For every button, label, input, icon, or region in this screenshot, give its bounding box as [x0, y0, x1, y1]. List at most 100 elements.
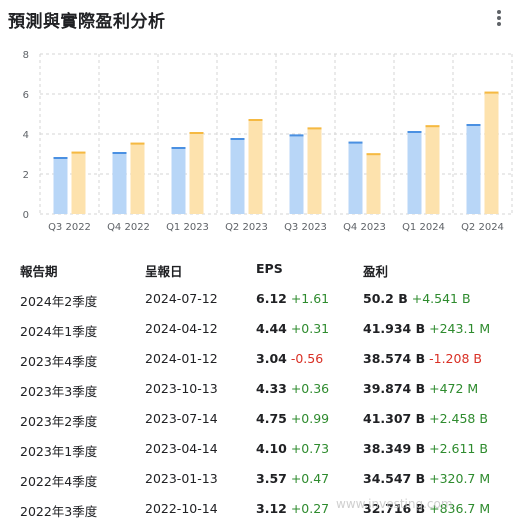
earnings-change: +2.458 B [429, 411, 488, 426]
eps-value: 4.75 [256, 411, 287, 426]
x-tick-label: Q2 2023 [225, 222, 268, 233]
x-tick-label: Q4 2022 [107, 222, 150, 233]
bar-series-1[interactable] [53, 157, 68, 214]
more-options-icon[interactable] [492, 8, 506, 30]
bar-series-1-cap [289, 134, 304, 137]
earnings-value: 32.716 B [363, 501, 426, 516]
earnings-change: +243.1 M [429, 321, 491, 336]
bar-series-2[interactable] [484, 91, 499, 214]
bar-series-1-cap [171, 147, 186, 149]
eps-change: +1.61 [290, 291, 330, 306]
period-cell: 2024年2季度 [20, 294, 98, 309]
report-date-cell: 2024-01-12 [145, 351, 218, 366]
eps-value: 3.04 [256, 351, 287, 366]
earnings-change: -1.208 B [429, 351, 482, 366]
period-cell: 2023年3季度 [20, 384, 98, 399]
x-tick-label: Q4 2023 [343, 222, 386, 233]
eps-value: 4.33 [256, 381, 287, 396]
eps-value: 3.12 [256, 501, 287, 516]
period-cell: 2024年1季度 [20, 324, 98, 339]
report-date-cell: 2022-10-14 [145, 501, 218, 516]
period-cell: 2023年2季度 [20, 414, 98, 429]
table-row[interactable]: 2023年1季度 2023-04-14 4.10 +0.73 38.349 B +2.… [0, 434, 514, 464]
bar-series-2[interactable] [366, 153, 381, 214]
period-cell: 2022年3季度 [20, 504, 98, 519]
period-cell: 2022年4季度 [20, 474, 98, 489]
eps-cell: 6.12 +1.61 [256, 291, 329, 306]
x-tick-label: Q2 2024 [461, 222, 504, 233]
table-row[interactable]: 2022年3季度 2022-10-14 3.12 +0.27 32.716 B +83… [0, 494, 514, 524]
earnings-value: 41.307 B [363, 411, 426, 426]
bar-series-2-cap [366, 153, 381, 156]
earnings-table: 報告期 呈報日 EPS 盈利 2024年2季度 2024-07-12 6.12 +1… [0, 254, 514, 524]
table-row[interactable]: 2022年4季度 2023-01-13 3.57 +0.47 34.547 B +32… [0, 464, 514, 494]
eps-cell: 3.57 +0.47 [256, 471, 329, 486]
earnings-cell: 41.934 B +243.1 M [363, 321, 490, 336]
table-header: 報告期 呈報日 EPS 盈利 [0, 254, 514, 284]
header-period: 報告期 [20, 264, 58, 279]
y-tick-label: 0 [23, 210, 29, 221]
bar-series-2-cap [484, 91, 499, 94]
earnings-value: 38.574 B [363, 351, 426, 366]
bar-series-1-cap [407, 131, 422, 133]
bar-series-1[interactable] [466, 124, 481, 214]
eps-value: 4.10 [256, 441, 287, 456]
table-row[interactable]: 2023年2季度 2023-07-14 4.75 +0.99 41.307 B +2.… [0, 404, 514, 434]
period-cell: 2023年4季度 [20, 354, 98, 369]
header: 預測與實際盈利分析 [0, 0, 514, 38]
bar-series-2[interactable] [130, 142, 145, 214]
eps-cell: 4.33 +0.36 [256, 381, 329, 396]
earnings-change: +4.541 B [411, 291, 471, 306]
bar-series-2[interactable] [307, 127, 322, 214]
eps-cell: 4.44 +0.31 [256, 321, 329, 336]
period-cell: 2023年1季度 [20, 444, 98, 459]
earnings-cell: 38.574 B -1.208 B [363, 351, 482, 366]
bar-series-1[interactable] [112, 152, 127, 214]
page-title: 預測與實際盈利分析 [8, 12, 166, 32]
report-date-cell: 2023-10-13 [145, 381, 218, 396]
eps-change: -0.56 [290, 351, 324, 366]
y-tick-label: 2 [23, 170, 29, 181]
eps-cell: 4.75 +0.99 [256, 411, 329, 426]
table-row[interactable]: 2023年3季度 2023-10-13 4.33 +0.36 39.874 B +47… [0, 374, 514, 404]
bar-series-2[interactable] [248, 119, 263, 214]
eps-value: 6.12 [256, 291, 287, 306]
earnings-chart: 0 2 4 6 8 Q3 2022 Q4 2022 Q1 2023 Q2 2023 Q3 2023… [23, 50, 513, 233]
bar-series-1[interactable] [348, 141, 363, 214]
table-row[interactable]: 2024年1季度 2024-04-12 4.44 +0.31 41.934 B +24… [0, 314, 514, 344]
bar-series-1[interactable] [230, 138, 245, 214]
bar-series-2[interactable] [71, 151, 86, 214]
bar-series-2[interactable] [425, 125, 440, 214]
x-tick-label: Q3 2022 [48, 222, 91, 233]
eps-value: 4.44 [256, 321, 287, 336]
earnings-value: 34.547 B [363, 471, 426, 486]
bar-series-1[interactable] [407, 131, 422, 214]
eps-change: +0.36 [290, 381, 330, 396]
report-date-cell: 2023-01-13 [145, 471, 218, 486]
bar-series-2-cap [130, 142, 145, 145]
header-eps: EPS [256, 261, 283, 276]
header-report-date: 呈報日 [145, 264, 183, 279]
earnings-value: 50.2 B [363, 291, 408, 306]
earnings-cell: 34.547 B +320.7 M [363, 471, 490, 486]
earnings-change: +320.7 M [429, 471, 491, 486]
x-tick-label: Q3 2023 [284, 222, 327, 233]
table-row[interactable]: 2024年2季度 2024-07-12 6.12 +1.61 50.2 B +4.54… [0, 284, 514, 314]
bar-series-1[interactable] [171, 147, 186, 214]
earnings-value: 41.934 B [363, 321, 426, 336]
eps-cell: 3.04 -0.56 [256, 351, 323, 366]
earnings-cell: 32.716 B +836.7 M [363, 501, 490, 516]
bar-series-2-cap [425, 125, 440, 128]
table-row[interactable]: 2023年4季度 2024-01-12 3.04 -0.56 38.574 B -1.… [0, 344, 514, 374]
bar-series-2[interactable] [189, 132, 204, 214]
eps-change: +0.99 [290, 411, 330, 426]
eps-change: +0.27 [290, 501, 330, 516]
bar-series-1-cap [112, 152, 127, 154]
bar-series-1[interactable] [289, 134, 304, 214]
earnings-change: +472 M [429, 381, 479, 396]
bar-series-1-cap [53, 157, 68, 159]
x-tick-label: Q1 2024 [402, 222, 445, 233]
report-date-cell: 2023-07-14 [145, 411, 218, 426]
earnings-value: 39.874 B [363, 381, 426, 396]
bar-series-1-cap [466, 124, 481, 126]
